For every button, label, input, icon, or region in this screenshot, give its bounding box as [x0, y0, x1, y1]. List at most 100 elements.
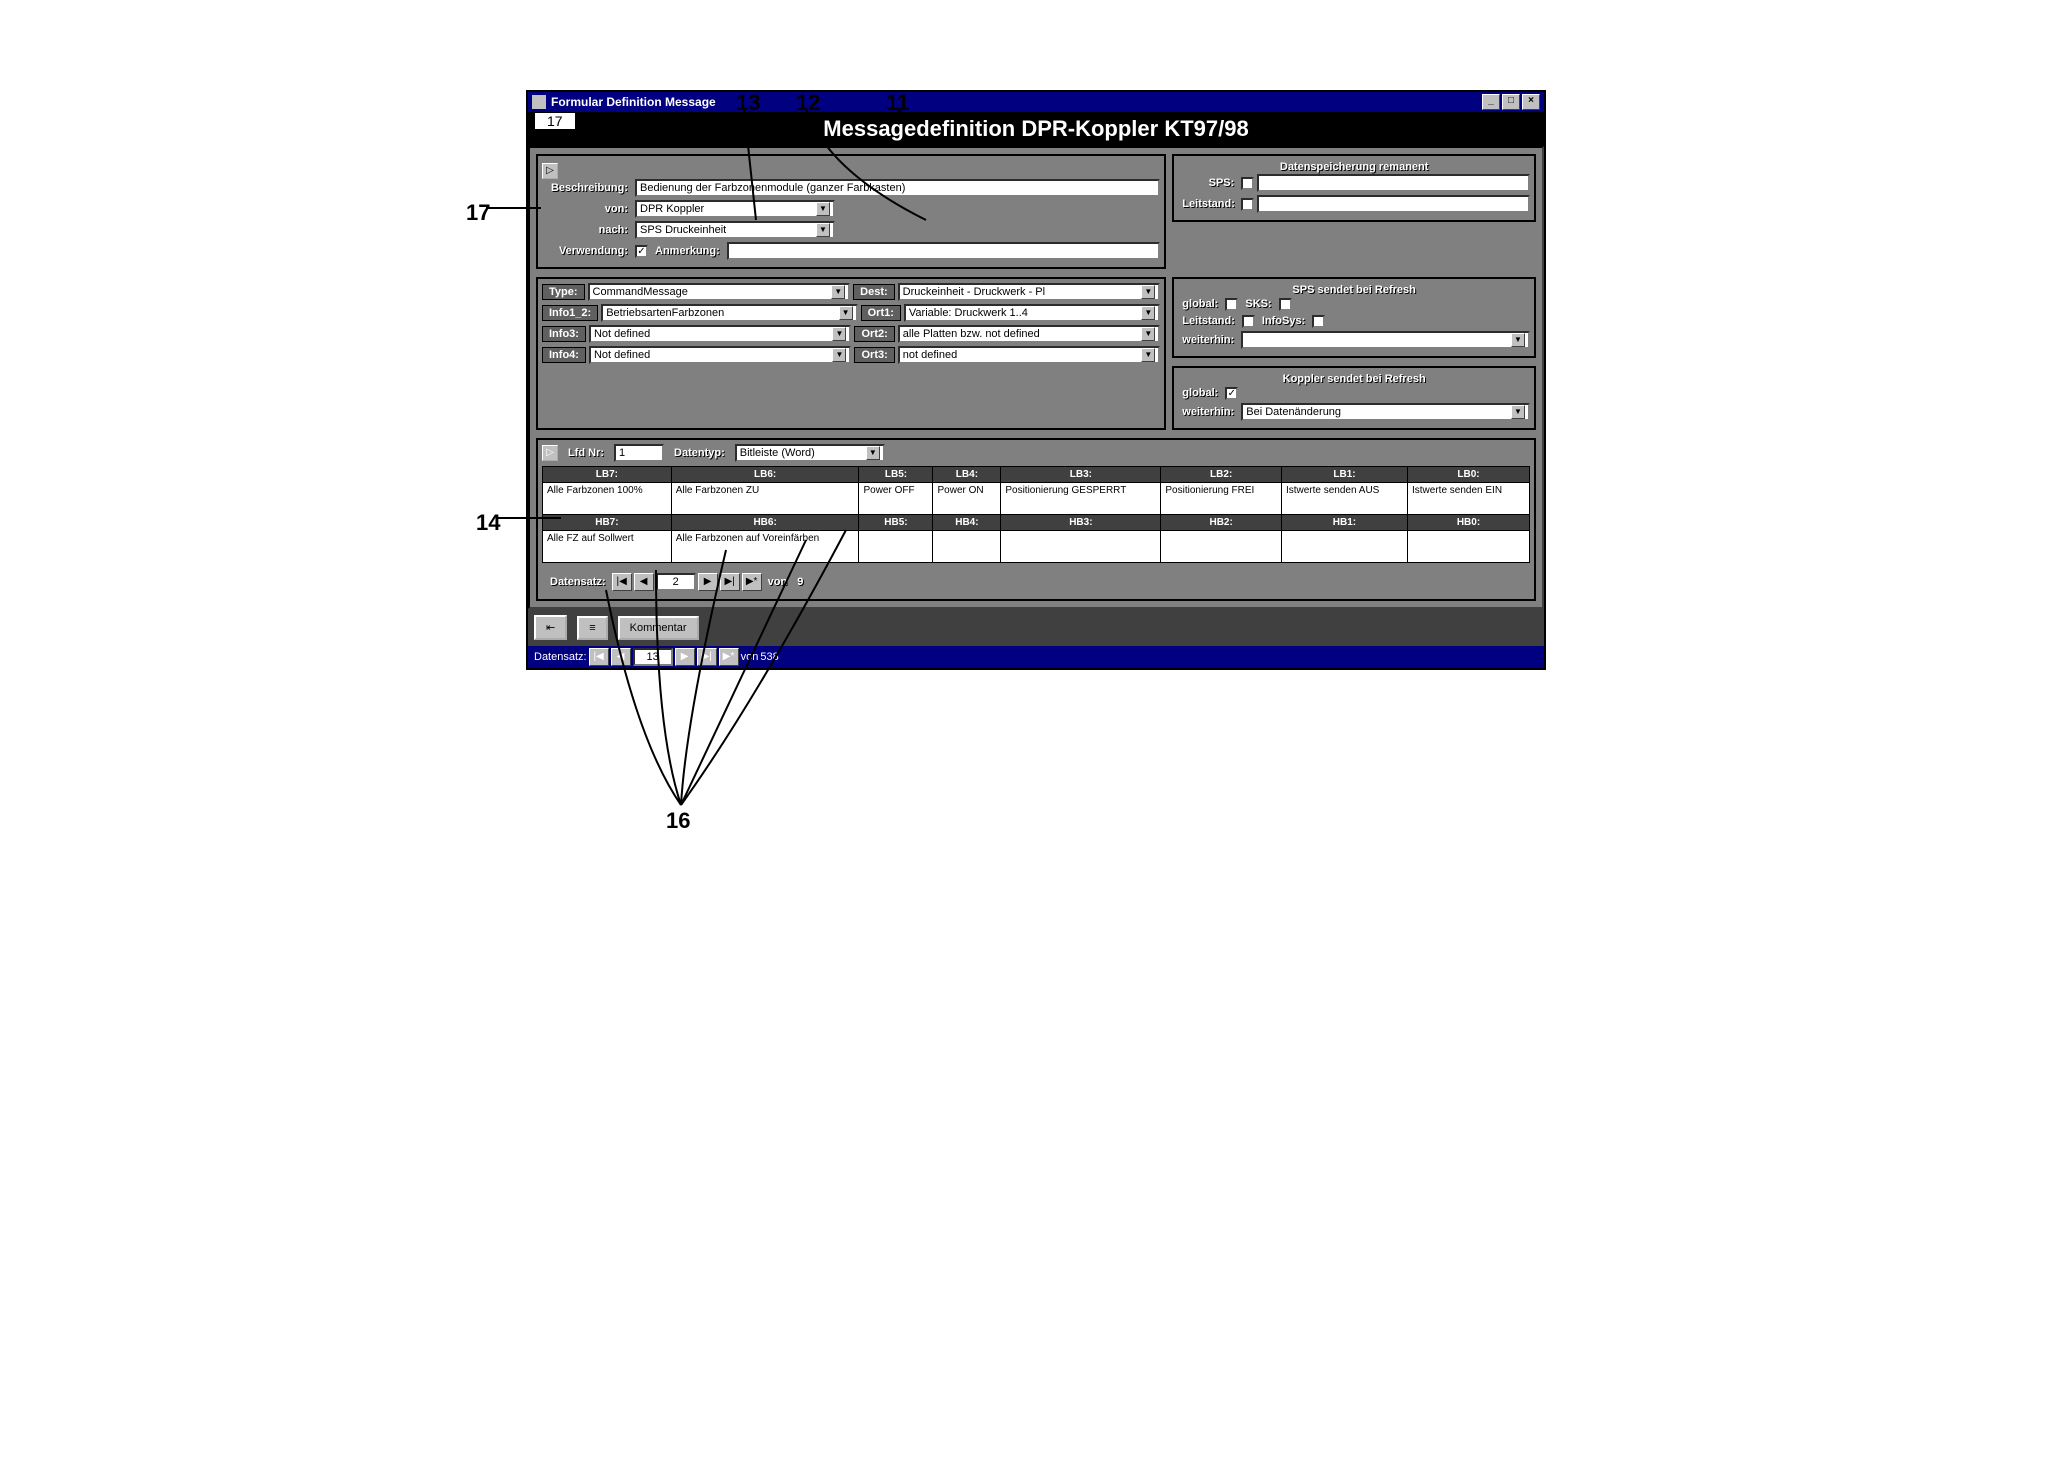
nach-combo[interactable]: SPS Druckeinheit ▼ — [635, 221, 835, 239]
page-title: Messagedefinition DPR-Koppler KT97/98 — [528, 112, 1544, 146]
bit-cell[interactable]: Istwerte senden AUS — [1281, 483, 1407, 515]
nav-prev-button[interactable]: ◀ — [634, 573, 654, 591]
storage-sps-input[interactable] — [1257, 174, 1530, 192]
minimize-button[interactable]: _ — [1482, 94, 1500, 110]
storage-leitstand-input[interactable] — [1257, 195, 1530, 213]
header-id-field: 17 — [534, 112, 576, 130]
bit-cell[interactable]: Alle FZ auf Sollwert — [543, 531, 672, 563]
bit-cell[interactable] — [859, 531, 933, 563]
ort2-combo[interactable]: alle Platten bzw. not defined▼ — [898, 325, 1161, 343]
status-nav-last[interactable]: ▶| — [697, 648, 717, 666]
bit-cell[interactable] — [1408, 531, 1530, 563]
info12-combo[interactable]: BetriebsartenFarbzonen ▼ — [601, 304, 857, 322]
refresh-weiterhin-combo[interactable]: ▼ — [1241, 331, 1530, 349]
bit-cell[interactable]: Alle Farbzonen ZU — [671, 483, 859, 515]
type-combo[interactable]: CommandMessage▼ — [588, 283, 851, 301]
storage-sps-checkbox[interactable] — [1241, 177, 1254, 190]
ort1-combo[interactable]: Variable: Druckwerk 1..4▼ — [904, 304, 1160, 322]
hb-header-row: HB7: HB6: HB5: HB4: HB3: HB2: HB1: HB0: — [543, 515, 1530, 531]
storage-sps-label: SPS: — [1178, 176, 1238, 190]
koppler-global-checkbox[interactable] — [1225, 387, 1238, 400]
list-button[interactable]: ≡ — [577, 616, 607, 640]
status-current-input[interactable] — [633, 648, 673, 666]
nav-first-button[interactable]: |◀ — [612, 573, 632, 591]
record-current-input[interactable] — [656, 573, 696, 591]
chevron-down-icon: ▼ — [816, 223, 830, 237]
refresh-global-label: global: — [1178, 297, 1222, 311]
app-icon — [532, 95, 546, 109]
refresh-sks-label: SKS: — [1241, 297, 1275, 311]
refresh-infosys-checkbox[interactable] — [1312, 315, 1325, 328]
nav-new-button[interactable]: ▶* — [742, 573, 762, 591]
ort2-label: Ort2: — [854, 326, 894, 342]
close-button[interactable]: × — [1522, 94, 1540, 110]
refresh-global-checkbox[interactable] — [1225, 298, 1238, 311]
nav-last-button[interactable]: ▶| — [720, 573, 740, 591]
info4-combo[interactable]: Not defined▼ — [589, 346, 852, 364]
maximize-button[interactable]: □ — [1502, 94, 1520, 110]
datentyp-label: Datentyp: — [670, 446, 729, 460]
lb-header: LB5: — [859, 467, 933, 483]
datentyp-value: Bitleiste (Word) — [740, 447, 815, 459]
bit-expand-toggle[interactable]: ▷ — [542, 445, 558, 461]
info3-value: Not defined — [594, 328, 650, 340]
info12-value: BetriebsartenFarbzonen — [606, 307, 724, 319]
bit-cell[interactable] — [933, 531, 1001, 563]
info4-value: Not defined — [594, 349, 650, 361]
storage-leitstand-label: Leitstand: — [1178, 197, 1238, 211]
von-combo[interactable]: DPR Koppler▼ — [635, 200, 835, 218]
info3-combo[interactable]: Not defined ▼ — [589, 325, 852, 343]
refresh-sks-checkbox[interactable] — [1279, 298, 1292, 311]
dest-combo[interactable]: Druckeinheit - Druckwerk - Pl▼ — [898, 283, 1161, 301]
lb-header: LB6: — [671, 467, 859, 483]
refresh-sps-panel: SPS sendet bei Refresh global: SKS: Leit… — [1172, 277, 1536, 358]
status-nav-next[interactable]: ▶ — [675, 648, 695, 666]
lfdnr-input[interactable] — [614, 444, 664, 462]
lb-value-row: Alle Farbzonen 100% Alle Farbzonen ZU Po… — [543, 483, 1530, 515]
refresh-leitstand-checkbox[interactable] — [1242, 315, 1255, 328]
lb-header: LB2: — [1161, 467, 1282, 483]
status-nav-new[interactable]: ▶* — [719, 648, 739, 666]
bit-cell[interactable] — [1001, 531, 1161, 563]
expand-toggle[interactable]: ▷ — [542, 163, 558, 179]
status-nav-first[interactable]: |◀ — [589, 648, 609, 666]
chevron-down-icon: ▼ — [1141, 285, 1155, 299]
verwendung-checkbox[interactable] — [635, 245, 648, 258]
bit-cell[interactable] — [1161, 531, 1282, 563]
bit-section: ▷ Lfd Nr: Datentyp: Bitleiste (Word)▼ LB… — [536, 438, 1536, 601]
anmerkung-input[interactable] — [727, 242, 1161, 260]
beschreibung-label: Beschreibung: — [542, 181, 632, 195]
main-window: Formular Definition Message _ □ × 17 Mes… — [526, 90, 1546, 670]
ort3-combo[interactable]: not defined▼ — [898, 346, 1161, 364]
status-bar: Datensatz: |◀ ◀ ▶ ▶| ▶* von 538 — [528, 646, 1544, 668]
storage-panel: Datenspeicherung remanent SPS: Leitstand… — [1172, 154, 1536, 222]
chevron-down-icon: ▼ — [832, 327, 846, 341]
bit-cell[interactable]: Power OFF — [859, 483, 933, 515]
hb-header: HB5: — [859, 515, 933, 531]
hb-header: HB7: — [543, 515, 672, 531]
bit-cell[interactable]: Power ON — [933, 483, 1001, 515]
status-nav-prev[interactable]: ◀ — [611, 648, 631, 666]
bit-cell[interactable]: Positionierung FREI — [1161, 483, 1282, 515]
datensatz-label: Datensatz: — [546, 575, 610, 589]
nav-next-button[interactable]: ▶ — [698, 573, 718, 591]
chevron-down-icon: ▼ — [839, 306, 853, 320]
exit-button[interactable]: ⇤ — [534, 615, 567, 640]
chevron-down-icon: ▼ — [1141, 306, 1155, 320]
datentyp-combo[interactable]: Bitleiste (Word)▼ — [735, 444, 885, 462]
koppler-weiterhin-combo[interactable]: Bei Datenänderung▼ — [1241, 403, 1530, 421]
refresh-koppler-title: Koppler sendet bei Refresh — [1178, 372, 1530, 386]
bit-cell[interactable]: Alle Farbzonen auf Voreinfärben — [671, 531, 859, 563]
bit-cell[interactable] — [1281, 531, 1407, 563]
storage-leitstand-checkbox[interactable] — [1241, 198, 1254, 211]
bit-cell[interactable]: Alle Farbzonen 100% — [543, 483, 672, 515]
bit-cell[interactable]: Istwerte senden EIN — [1408, 483, 1530, 515]
kommentar-button[interactable]: Kommentar — [618, 616, 699, 640]
nach-value: SPS Druckeinheit — [640, 224, 726, 236]
bit-cell[interactable]: Positionierung GESPERRT — [1001, 483, 1161, 515]
chevron-down-icon: ▼ — [1511, 405, 1525, 419]
titlebar[interactable]: Formular Definition Message _ □ × — [528, 92, 1544, 112]
ort3-value: not defined — [903, 349, 957, 361]
beschreibung-input[interactable] — [635, 179, 1160, 197]
lb-header: LB3: — [1001, 467, 1161, 483]
